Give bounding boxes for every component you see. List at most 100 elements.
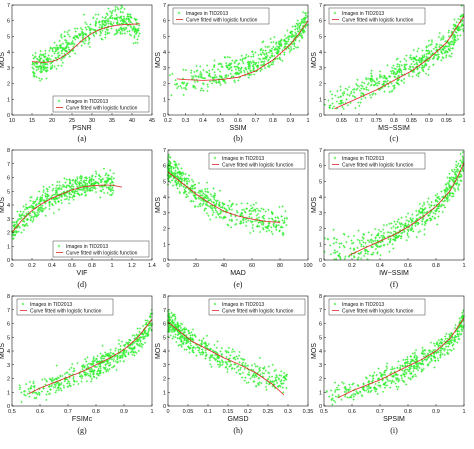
scatter-point [452,339,455,342]
scatter-point [266,54,269,58]
scatter-point [117,348,120,351]
scatter-point [185,84,188,87]
y-tick-label: 7 [163,308,166,314]
scatter-point [224,56,227,59]
scatter-point [97,374,101,377]
scatter-point [100,37,103,40]
scatter-point [242,221,245,224]
scatter-point [119,348,122,351]
scatter-point [443,340,446,343]
scatter-point [182,191,186,194]
scatter-point [443,190,447,194]
scatter-point [131,353,134,356]
scatter-point [106,368,109,371]
scatter-point [328,106,331,109]
scatter-point [254,210,257,213]
scatter-point [376,378,380,381]
scatter-point [388,241,391,244]
scatter-point [456,333,459,336]
panel-i: 0.5 0.6 0.7 0.8 0.9 1012345678SPSIMMOSImages … [311,294,466,435]
scatter-point [238,69,241,72]
scatter-point [197,191,200,194]
scatter-point [278,384,281,387]
scatter-point [44,192,47,195]
scatter-point [202,89,205,92]
scatter-point [395,234,398,237]
scatter-point [372,92,375,95]
scatter-point [278,56,281,59]
scatter-point [84,39,87,42]
x-tick-label: 0.6 [234,118,242,124]
scatter-point [60,389,63,392]
scatter-point [112,357,115,361]
scatter-point [397,360,400,363]
scatter-point [251,220,254,223]
scatter-point [56,52,59,55]
scatter-point [182,343,185,346]
scatter-point [82,187,85,190]
scatter-point [258,370,261,373]
scatter-point [21,212,24,215]
scatter-point [233,81,236,84]
scatter-point [367,391,370,394]
scatter-point [396,226,399,229]
scatter-point [454,24,457,27]
scatter-point [73,181,77,184]
scatter-point [34,200,37,203]
y-tick-label: 4 [163,195,166,201]
scatter-point [231,202,234,205]
scatter-point [370,80,373,83]
scatter-point [104,351,107,354]
scatter-point [92,370,95,373]
scatter-point [45,70,48,73]
scatter-point [179,175,182,178]
scatter-point [339,95,343,98]
scatter-point [88,45,91,49]
scatter-point [140,342,143,345]
scatter-point [135,339,138,342]
scatter-point [213,192,216,195]
scatter-point [453,168,456,171]
scatter-point [174,179,177,182]
scatter-point [445,186,448,189]
scatter-point [421,223,424,226]
scatter-point [215,202,218,205]
scatter-point [73,195,76,198]
scatter-point [80,177,83,180]
x-tick-label: 0.6 [36,409,44,415]
scatter-point [457,338,460,341]
scatter-point [18,388,21,391]
scatter-point [248,64,251,67]
legend-box [52,240,150,258]
scatter-point [177,344,180,347]
panel-caption: (b) [233,134,243,143]
scatter-point [409,355,412,358]
scatter-point [381,237,384,240]
scatter-point [115,28,118,31]
scatter-point [81,368,84,371]
scatter-point [446,181,450,184]
scatter-point [104,33,107,36]
scatter-point [333,381,337,384]
scatter-point [234,358,237,361]
scatter-point [374,243,377,246]
scatter-point [452,23,455,26]
scatter-point [29,219,32,222]
scatter-point [446,45,450,48]
scatter-point [225,208,228,212]
scatter-point [425,46,428,49]
x-tick-label: 100 [303,263,312,269]
scatter-point [404,222,407,225]
scatter-point [99,365,102,368]
scatter-point [400,79,403,82]
scatter-point [180,344,183,347]
scatter-point [87,362,91,365]
scatter-point [61,374,64,378]
scatter-point [456,170,459,174]
scatter-point [85,33,88,36]
scatter-point [412,230,415,233]
x-tick-label: 0.25 [263,409,274,415]
y-tick-label: 0 [7,113,10,119]
scatter-point [119,26,122,29]
scatter-point [40,54,43,57]
